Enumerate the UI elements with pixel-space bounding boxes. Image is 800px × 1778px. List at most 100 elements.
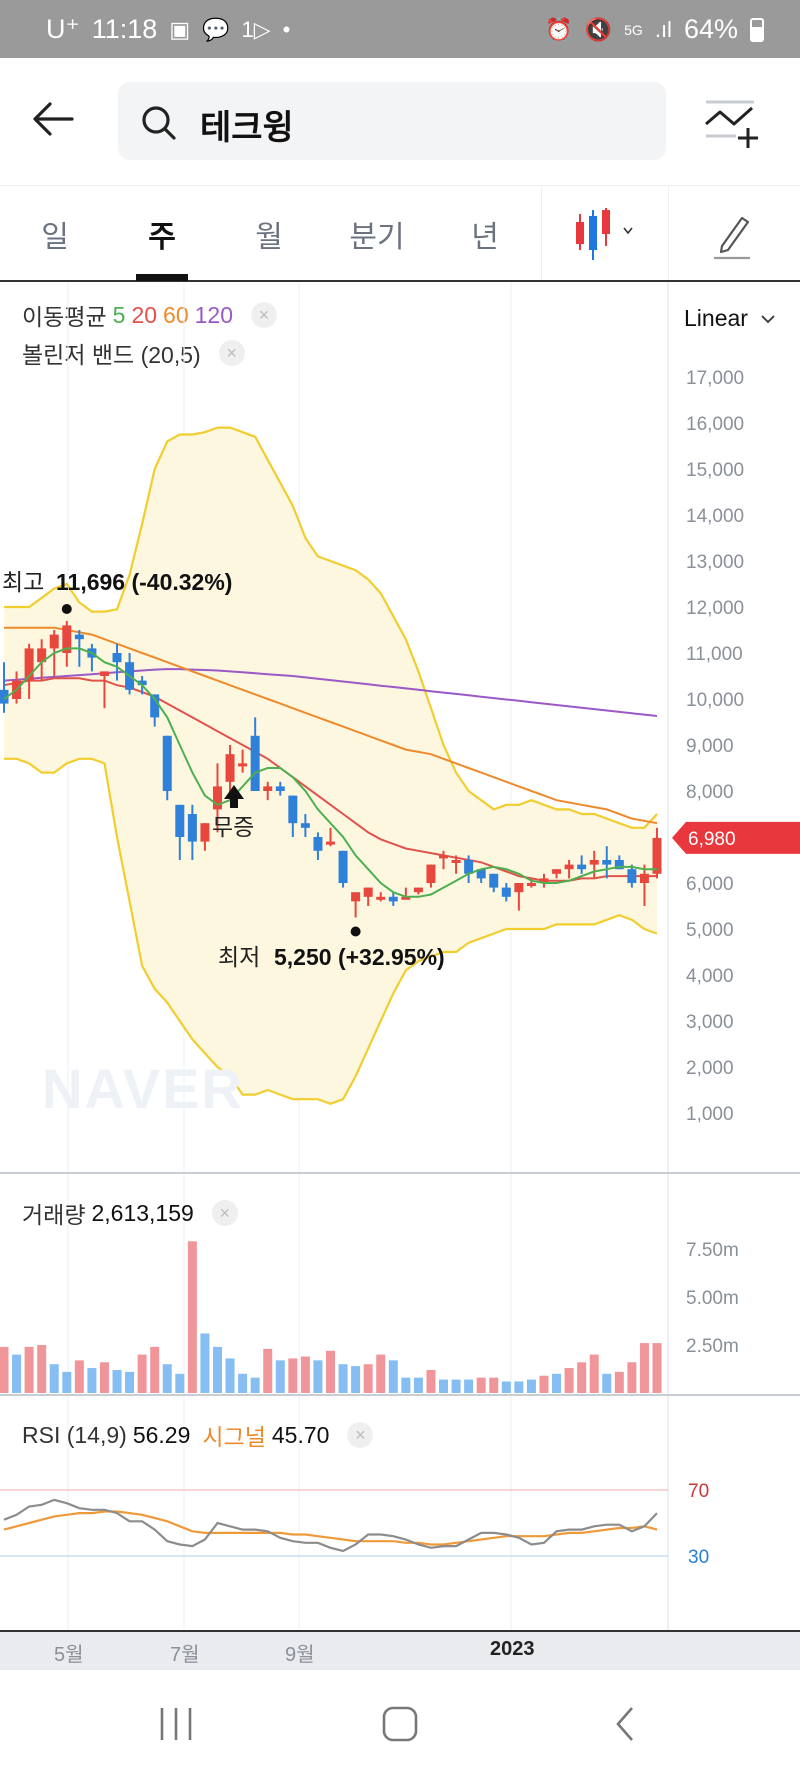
candle-body[interactable] bbox=[439, 855, 449, 859]
candle-body[interactable] bbox=[489, 873, 499, 888]
system-nav-bar bbox=[0, 1670, 800, 1778]
candle-body[interactable] bbox=[652, 837, 662, 874]
candle-body[interactable] bbox=[288, 795, 298, 824]
candle-body[interactable] bbox=[225, 754, 235, 782]
volume-bar bbox=[49, 1364, 59, 1393]
candle-body[interactable] bbox=[627, 869, 637, 883]
candle-body[interactable] bbox=[464, 860, 474, 874]
candle-body[interactable] bbox=[589, 860, 599, 865]
candle-body[interactable] bbox=[99, 671, 109, 676]
tab-day[interactable]: 일 bbox=[41, 221, 69, 254]
tab-month[interactable]: 월 bbox=[255, 221, 283, 254]
candle-body[interactable] bbox=[112, 653, 122, 663]
volume-bar bbox=[200, 1333, 210, 1393]
y-tick-label: 3,000 bbox=[686, 1012, 734, 1033]
candle-body[interactable] bbox=[313, 837, 323, 851]
naver-watermark: NAVER bbox=[42, 1057, 244, 1120]
remove-volume-button[interactable]: × bbox=[211, 1200, 238, 1226]
candle-body[interactable] bbox=[602, 860, 612, 865]
candle-body[interactable] bbox=[212, 786, 222, 810]
back-icon[interactable] bbox=[610, 1704, 640, 1744]
candle-body[interactable] bbox=[162, 735, 172, 791]
candle-body[interactable] bbox=[150, 694, 160, 718]
bb-legend: 볼린저 밴드 (20,5) × bbox=[22, 336, 245, 370]
candle-body[interactable] bbox=[476, 869, 486, 879]
candle-body[interactable] bbox=[137, 680, 147, 686]
candle-body[interactable] bbox=[238, 763, 248, 767]
x-axis[interactable]: 5월 7월 9월 2023 bbox=[0, 1630, 800, 1670]
candle-body[interactable] bbox=[376, 896, 386, 900]
recents-icon[interactable] bbox=[158, 1704, 194, 1744]
volume-bar bbox=[589, 1354, 599, 1393]
price-chart[interactable]: NAVER 17,000 16,000 15,000 14,000 13,000 12,00… bbox=[0, 282, 800, 1630]
candle-body[interactable] bbox=[49, 634, 59, 649]
carrier: U⁺ bbox=[46, 14, 80, 44]
candle-body[interactable] bbox=[74, 634, 84, 640]
volume-bar bbox=[275, 1360, 285, 1393]
clock: 11:18 bbox=[91, 14, 158, 44]
search-input[interactable]: 테크윙 bbox=[118, 82, 666, 160]
volume-bar bbox=[0, 1346, 9, 1393]
y-tick-label: 15,000 bbox=[686, 460, 744, 481]
search-icon bbox=[142, 106, 176, 140]
tab-quarter[interactable]: 분기 bbox=[349, 221, 405, 254]
candle-body[interactable] bbox=[200, 823, 210, 842]
candle-body[interactable] bbox=[614, 860, 624, 870]
volume-bar bbox=[439, 1379, 449, 1393]
back-button[interactable] bbox=[28, 94, 88, 144]
home-icon[interactable] bbox=[380, 1704, 420, 1744]
candle-body[interactable] bbox=[577, 864, 587, 870]
candle-body[interactable] bbox=[639, 873, 649, 883]
candle-body[interactable] bbox=[413, 887, 423, 893]
volume-bar bbox=[577, 1362, 587, 1393]
chart-type-button[interactable] bbox=[572, 208, 652, 260]
candle-body[interactable] bbox=[351, 892, 361, 902]
candle-body[interactable] bbox=[552, 869, 562, 874]
ma-label: 이동평균 bbox=[22, 304, 107, 330]
candle-body[interactable] bbox=[363, 887, 373, 897]
volume-bar bbox=[363, 1364, 373, 1393]
tab-week[interactable]: 주 bbox=[148, 221, 176, 254]
divider bbox=[668, 186, 669, 280]
candle-body[interactable] bbox=[250, 735, 260, 791]
candle-body[interactable] bbox=[187, 814, 197, 842]
candle-body[interactable] bbox=[24, 648, 34, 681]
candle-body[interactable] bbox=[451, 860, 461, 863]
volume-label: 거래량 bbox=[22, 1202, 86, 1228]
y-tick-label: 8,000 bbox=[686, 782, 734, 803]
candle-body[interactable] bbox=[37, 648, 47, 663]
candle-body[interactable] bbox=[539, 878, 549, 883]
draw-button[interactable] bbox=[712, 210, 752, 260]
add-compare-button[interactable] bbox=[700, 96, 760, 152]
candle-body[interactable] bbox=[300, 823, 310, 828]
remove-bb-button[interactable]: × bbox=[218, 340, 245, 366]
y-tick-label: 14,000 bbox=[686, 506, 744, 527]
x-label-2023: 2023 bbox=[490, 1638, 535, 1660]
volume-bar bbox=[300, 1356, 310, 1393]
scale-dropdown[interactable]: Linear bbox=[684, 305, 776, 332]
tab-year[interactable]: 년 bbox=[471, 221, 499, 254]
volume-legend: 거래량 2,613,159 × bbox=[22, 1196, 238, 1230]
volume-tick-label: 2.50m bbox=[686, 1336, 739, 1357]
candle-body[interactable] bbox=[564, 864, 574, 870]
volume-bar bbox=[652, 1343, 662, 1393]
candle-body[interactable] bbox=[388, 896, 398, 902]
candle-body[interactable] bbox=[326, 841, 335, 845]
volume-bar bbox=[212, 1346, 222, 1393]
candle-body[interactable] bbox=[526, 883, 536, 886]
candle-body[interactable] bbox=[501, 887, 511, 897]
candle-body[interactable] bbox=[514, 883, 524, 893]
candle-body[interactable] bbox=[175, 804, 185, 837]
candle-body[interactable] bbox=[275, 786, 285, 791]
candle-body[interactable] bbox=[0, 689, 9, 704]
candle-body[interactable] bbox=[263, 786, 273, 791]
candle-body[interactable] bbox=[426, 864, 436, 883]
remove-rsi-button[interactable]: × bbox=[347, 1422, 374, 1448]
remove-ma-button[interactable]: × bbox=[251, 302, 277, 328]
volume-bar bbox=[24, 1346, 34, 1393]
candle-body[interactable] bbox=[338, 850, 348, 883]
y-tick-label: 6,000 bbox=[686, 874, 734, 895]
5g-icon: 5G bbox=[624, 21, 643, 38]
candle-body[interactable] bbox=[62, 625, 72, 653]
candle-body[interactable] bbox=[401, 896, 411, 900]
